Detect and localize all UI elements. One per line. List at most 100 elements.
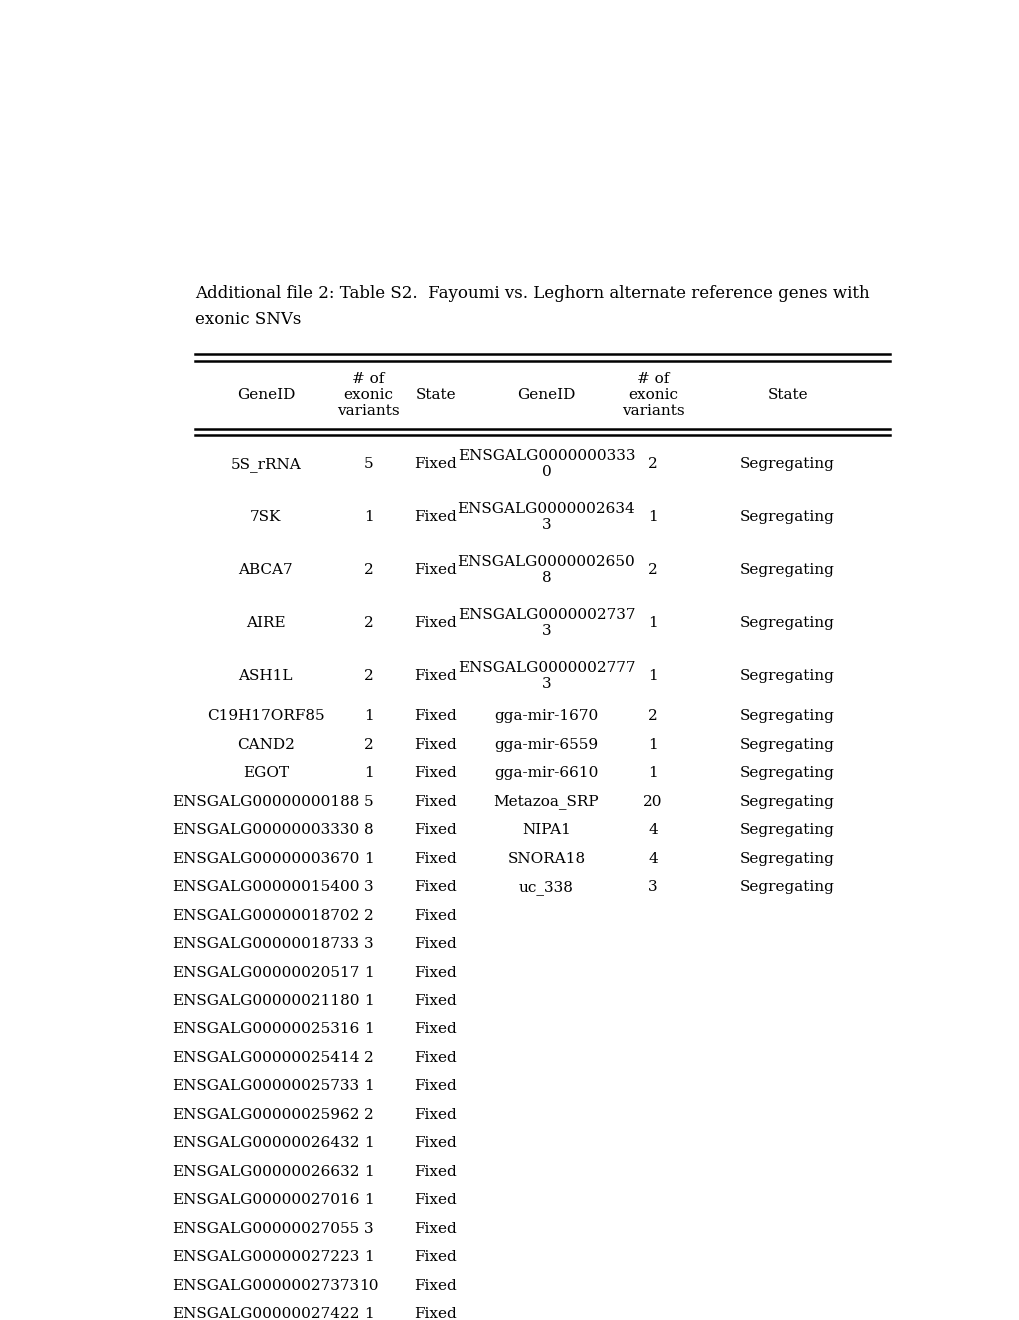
Text: ENSGALG00000025733: ENSGALG00000025733 bbox=[172, 1080, 359, 1093]
Text: ENSGALG00000025962: ENSGALG00000025962 bbox=[172, 1107, 360, 1122]
Text: ENSGALG0000002737
3: ENSGALG0000002737 3 bbox=[458, 607, 635, 638]
Text: 1: 1 bbox=[364, 1250, 373, 1265]
Text: 8: 8 bbox=[364, 824, 373, 837]
Text: Segregating: Segregating bbox=[740, 709, 835, 723]
Text: 2: 2 bbox=[364, 908, 373, 923]
Text: 3: 3 bbox=[364, 1222, 373, 1236]
Text: 7SK: 7SK bbox=[250, 511, 281, 524]
Text: ENSGALG00000015400: ENSGALG00000015400 bbox=[172, 880, 360, 894]
Text: 2: 2 bbox=[364, 738, 373, 752]
Text: Segregating: Segregating bbox=[740, 457, 835, 471]
Text: State: State bbox=[415, 388, 455, 401]
Text: ENSGALG00000018733: ENSGALG00000018733 bbox=[172, 937, 359, 952]
Text: ASH1L: ASH1L bbox=[238, 669, 292, 682]
Text: ENSGALG00000020517: ENSGALG00000020517 bbox=[172, 965, 359, 979]
Text: 1: 1 bbox=[364, 1164, 373, 1179]
Text: 3: 3 bbox=[648, 880, 657, 894]
Text: Fixed: Fixed bbox=[414, 965, 457, 979]
Text: 1: 1 bbox=[364, 965, 373, 979]
Text: Segregating: Segregating bbox=[740, 851, 835, 866]
Text: Fixed: Fixed bbox=[414, 738, 457, 752]
Text: Fixed: Fixed bbox=[414, 1222, 457, 1236]
Text: ENSGALG00000027223: ENSGALG00000027223 bbox=[172, 1250, 359, 1265]
Text: ENSGALG00000025316: ENSGALG00000025316 bbox=[172, 1023, 359, 1036]
Text: 1: 1 bbox=[364, 1193, 373, 1208]
Text: Segregating: Segregating bbox=[740, 824, 835, 837]
Text: uc_338: uc_338 bbox=[519, 879, 574, 895]
Text: Fixed: Fixed bbox=[414, 851, 457, 866]
Text: Fixed: Fixed bbox=[414, 767, 457, 780]
Text: Fixed: Fixed bbox=[414, 1307, 457, 1320]
Text: Segregating: Segregating bbox=[740, 795, 835, 809]
Text: ENSGALG00000025414: ENSGALG00000025414 bbox=[172, 1051, 360, 1065]
Text: Fixed: Fixed bbox=[414, 1137, 457, 1150]
Text: gga-mir-6559: gga-mir-6559 bbox=[494, 738, 598, 752]
Text: 5S_rRNA: 5S_rRNA bbox=[230, 457, 301, 471]
Text: 1: 1 bbox=[648, 616, 657, 630]
Text: NIPA1: NIPA1 bbox=[522, 824, 571, 837]
Text: Fixed: Fixed bbox=[414, 908, 457, 923]
Text: Fixed: Fixed bbox=[414, 669, 457, 682]
Text: Fixed: Fixed bbox=[414, 1023, 457, 1036]
Text: Fixed: Fixed bbox=[414, 994, 457, 1008]
Text: Segregating: Segregating bbox=[740, 880, 835, 894]
Text: ENSGALG00000000188: ENSGALG00000000188 bbox=[172, 795, 359, 809]
Text: Fixed: Fixed bbox=[414, 1250, 457, 1265]
Text: 3: 3 bbox=[364, 880, 373, 894]
Text: 5: 5 bbox=[364, 795, 373, 809]
Text: 2: 2 bbox=[648, 457, 657, 471]
Text: Segregating: Segregating bbox=[740, 767, 835, 780]
Text: 1: 1 bbox=[364, 851, 373, 866]
Text: ENSGALG0000002777
3: ENSGALG0000002777 3 bbox=[458, 660, 635, 690]
Text: ENSGALG0000002650
8: ENSGALG0000002650 8 bbox=[458, 554, 635, 585]
Text: Segregating: Segregating bbox=[740, 738, 835, 752]
Text: ENSGALG0000000333
0: ENSGALG0000000333 0 bbox=[458, 449, 635, 479]
Text: 1: 1 bbox=[364, 1307, 373, 1320]
Text: State: State bbox=[766, 388, 807, 401]
Text: ENSGALG00000018702: ENSGALG00000018702 bbox=[172, 908, 359, 923]
Text: 1: 1 bbox=[364, 1023, 373, 1036]
Text: ENSGALG00000027422: ENSGALG00000027422 bbox=[172, 1307, 360, 1320]
Text: 1: 1 bbox=[364, 994, 373, 1008]
Text: Fixed: Fixed bbox=[414, 511, 457, 524]
Text: 1: 1 bbox=[648, 767, 657, 780]
Text: gga-mir-1670: gga-mir-1670 bbox=[494, 709, 598, 723]
Text: ABCA7: ABCA7 bbox=[238, 564, 292, 577]
Text: 1: 1 bbox=[648, 738, 657, 752]
Text: Segregating: Segregating bbox=[740, 616, 835, 630]
Text: ENSGALG00000026432: ENSGALG00000026432 bbox=[172, 1137, 360, 1150]
Text: SNORA18: SNORA18 bbox=[506, 851, 585, 866]
Text: GeneID: GeneID bbox=[236, 388, 294, 401]
Text: Fixed: Fixed bbox=[414, 880, 457, 894]
Text: Fixed: Fixed bbox=[414, 709, 457, 723]
Text: gga-mir-6610: gga-mir-6610 bbox=[494, 767, 598, 780]
Text: Segregating: Segregating bbox=[740, 511, 835, 524]
Text: 20: 20 bbox=[643, 795, 662, 809]
Text: Fixed: Fixed bbox=[414, 616, 457, 630]
Text: Fixed: Fixed bbox=[414, 1193, 457, 1208]
Text: # of
exonic
variants: # of exonic variants bbox=[622, 371, 684, 418]
Text: 2: 2 bbox=[364, 669, 373, 682]
Text: ENSGALG00000026632: ENSGALG00000026632 bbox=[172, 1164, 360, 1179]
Text: Fixed: Fixed bbox=[414, 795, 457, 809]
Text: ENSGALG00000021180: ENSGALG00000021180 bbox=[172, 994, 360, 1008]
Text: ENSGALG00000027055: ENSGALG00000027055 bbox=[172, 1222, 359, 1236]
Text: ENSGALG00000003330: ENSGALG00000003330 bbox=[172, 824, 359, 837]
Text: AIRE: AIRE bbox=[246, 616, 285, 630]
Text: Fixed: Fixed bbox=[414, 937, 457, 952]
Text: 1: 1 bbox=[648, 511, 657, 524]
Text: ENSGALG00000027373: ENSGALG00000027373 bbox=[172, 1279, 359, 1292]
Text: Fixed: Fixed bbox=[414, 1107, 457, 1122]
Text: Fixed: Fixed bbox=[414, 564, 457, 577]
Text: 1: 1 bbox=[648, 669, 657, 682]
Text: 4: 4 bbox=[648, 851, 657, 866]
Text: Segregating: Segregating bbox=[740, 564, 835, 577]
Text: ENSGALG00000003670: ENSGALG00000003670 bbox=[172, 851, 359, 866]
Text: 2: 2 bbox=[364, 1107, 373, 1122]
Text: Metazoa_SRP: Metazoa_SRP bbox=[493, 795, 599, 809]
Text: Fixed: Fixed bbox=[414, 1051, 457, 1065]
Text: 2: 2 bbox=[648, 564, 657, 577]
Text: 2: 2 bbox=[364, 564, 373, 577]
Text: Segregating: Segregating bbox=[740, 669, 835, 682]
Text: ENSGALG00000027016: ENSGALG00000027016 bbox=[172, 1193, 360, 1208]
